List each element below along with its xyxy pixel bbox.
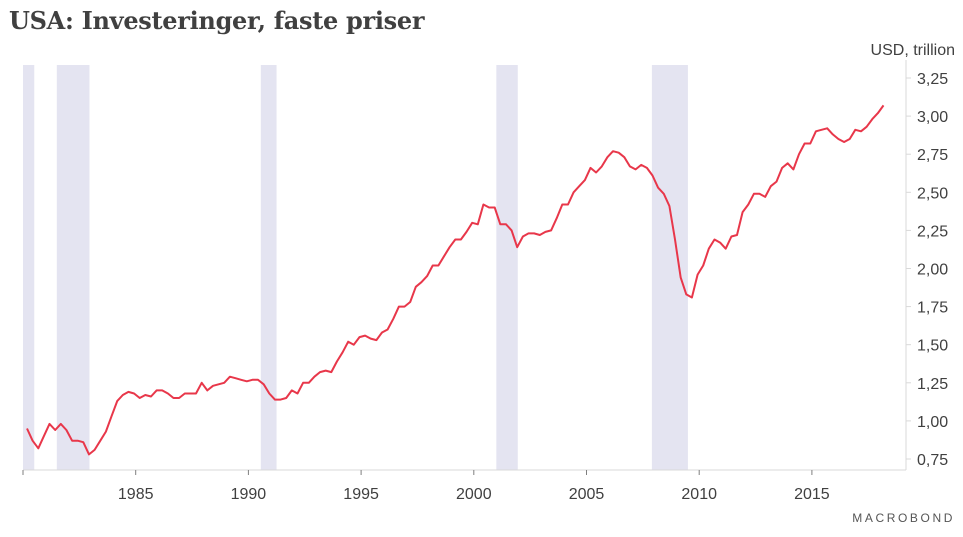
y-tick-label: 2,00 xyxy=(917,262,948,279)
y-tick-label: 1,00 xyxy=(917,414,948,431)
y-tick-label: 1,75 xyxy=(917,300,948,317)
x-tick-label: 2005 xyxy=(569,486,605,503)
recession-band xyxy=(651,65,688,470)
y-axis-unit-label: USD, trillion xyxy=(870,42,955,59)
y-tick-label: 2,75 xyxy=(917,147,948,164)
x-tick-label: 1995 xyxy=(343,486,379,503)
y-tick-label: 1,25 xyxy=(917,376,948,393)
series-line xyxy=(26,104,885,456)
x-axis-ticks: 1985 1990 1995 2000 2005 2010 2015 xyxy=(22,470,830,503)
x-tick-label: 1985 xyxy=(118,486,154,503)
recession-band xyxy=(260,65,277,470)
x-tick-label: 2000 xyxy=(456,486,492,503)
y-tick-label: 3,25 xyxy=(917,71,948,88)
macrobond-logo: MACROBOND xyxy=(852,511,955,525)
y-tick-label: 0,75 xyxy=(917,452,948,469)
y-tick-label: 1,50 xyxy=(917,338,948,355)
x-tick-label: 2015 xyxy=(794,486,830,503)
recession-bands xyxy=(23,65,688,470)
y-tick-label: 2,50 xyxy=(917,185,948,202)
x-tick-label: 1990 xyxy=(231,486,267,503)
recession-band xyxy=(23,65,35,470)
x-tick-label: 2010 xyxy=(681,486,717,503)
series-group xyxy=(26,104,885,456)
chart-title: USA: Investeringer, faste priser xyxy=(9,6,425,35)
recession-band xyxy=(496,65,518,470)
y-axis-ticks: 0,75 1,00 1,25 1,50 1,75 2,00 2,25 2,50 2,75 3,00… xyxy=(906,71,948,469)
recession-band xyxy=(56,65,90,470)
axes xyxy=(23,60,907,471)
y-tick-label: 3,00 xyxy=(917,109,948,126)
y-tick-label: 2,25 xyxy=(917,223,948,240)
